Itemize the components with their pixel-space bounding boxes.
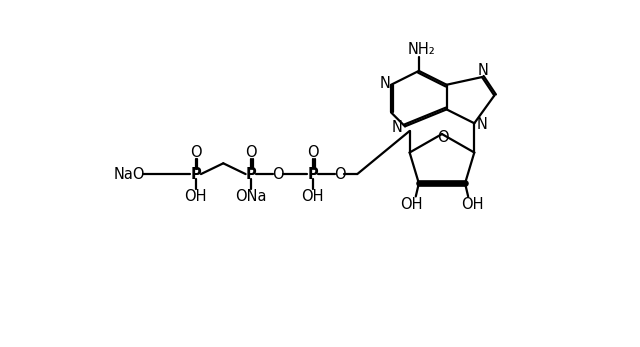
Text: N: N [478, 64, 489, 78]
Text: O: O [333, 167, 346, 181]
Text: O: O [307, 145, 319, 160]
Text: P: P [307, 167, 318, 181]
Text: NaO: NaO [113, 167, 145, 181]
Text: P: P [246, 167, 257, 181]
Text: P: P [190, 167, 201, 181]
Text: OH: OH [301, 189, 324, 204]
Text: N: N [477, 117, 488, 132]
Text: ONa: ONa [236, 189, 267, 204]
Text: OH: OH [184, 189, 207, 204]
Text: O: O [437, 130, 449, 145]
Text: OH: OH [461, 197, 484, 212]
Text: O: O [189, 145, 202, 160]
Text: NH₂: NH₂ [408, 42, 436, 57]
Text: N: N [380, 76, 390, 92]
Text: O: O [272, 167, 284, 181]
Text: O: O [245, 145, 257, 160]
Text: N: N [392, 120, 403, 135]
Text: OH: OH [400, 197, 422, 212]
